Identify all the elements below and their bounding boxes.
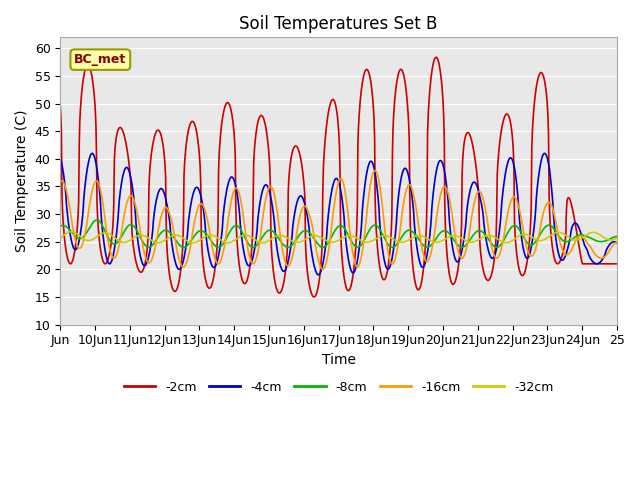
Y-axis label: Soil Temperature (C): Soil Temperature (C) [15,110,29,252]
Text: BC_met: BC_met [74,53,127,66]
Legend: -2cm, -4cm, -8cm, -16cm, -32cm: -2cm, -4cm, -8cm, -16cm, -32cm [119,376,559,399]
X-axis label: Time: Time [322,353,356,367]
Title: Soil Temperatures Set B: Soil Temperatures Set B [239,15,438,33]
